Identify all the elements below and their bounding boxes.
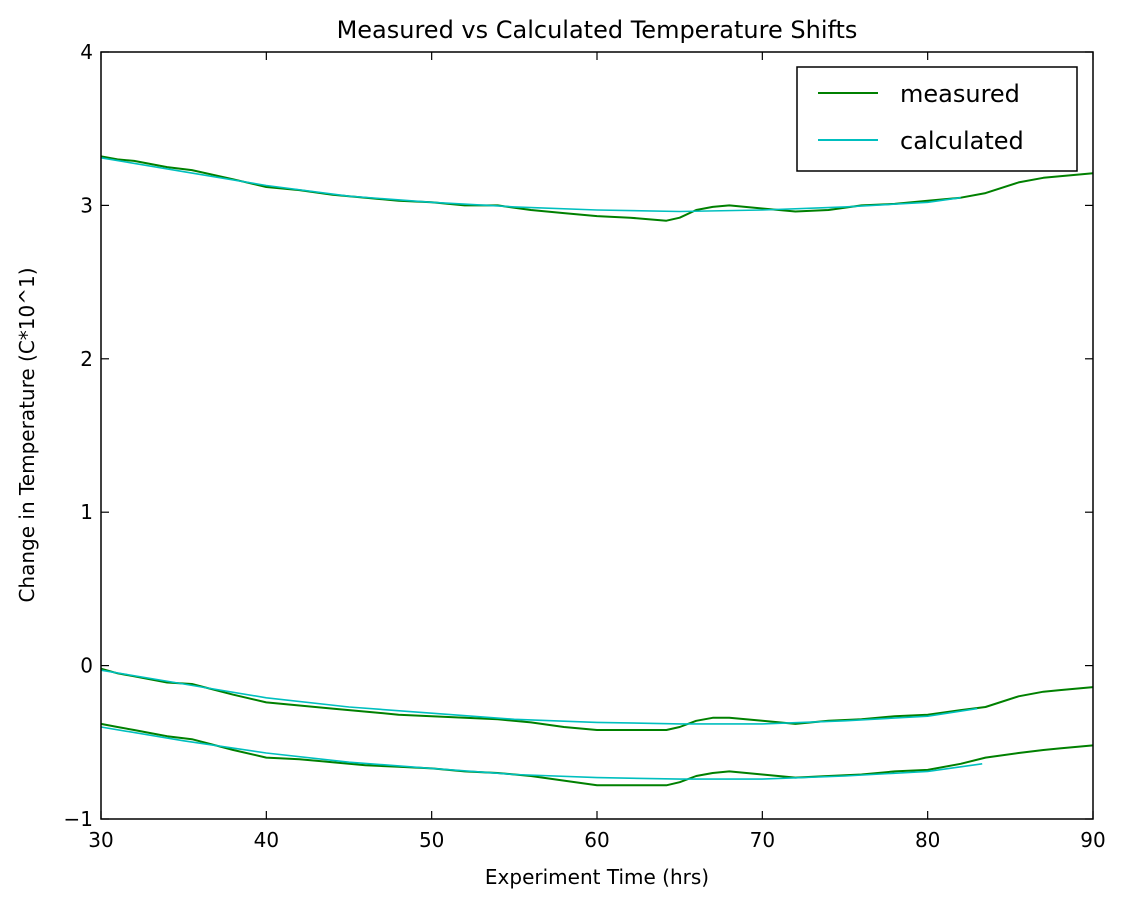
series-line-calculated-1 [100,157,961,213]
series-line-measured-3 [100,722,1094,787]
x-tick-label: 60 [584,828,609,852]
x-tick-label: 70 [750,828,775,852]
x-tick-label: 30 [88,828,113,852]
series-line-calculated-2 [100,669,978,725]
axis-ticks [100,51,1094,820]
legend-label-measured: measured [900,80,1020,108]
y-tick-label: 0 [80,654,93,678]
legend-box [796,66,1078,172]
series-line-measured-2 [100,667,1094,731]
legend-label-calculated: calculated [900,127,1024,155]
y-tick-label: 1 [80,500,93,524]
legend: measured calculated [796,66,1078,172]
y-tick-label: 4 [80,40,93,64]
series-lines [100,155,1094,787]
y-axis-title: Change in Temperature (C*10^1) [15,267,39,602]
series-line-measured-1 [100,155,1094,222]
x-tick-label: 50 [419,828,444,852]
x-tick-label: 40 [254,828,279,852]
y-tick-labels: −1 0 1 2 3 4 [64,40,93,831]
x-tick-labels: 30 40 50 60 70 80 90 [88,828,1105,852]
y-tick-label: −1 [64,807,93,831]
plot-area [100,51,1094,820]
y-tick-label: 3 [80,193,93,217]
series-line-calculated-3 [100,726,983,780]
x-tick-label: 80 [915,828,940,852]
x-axis-title: Experiment Time (hrs) [485,865,709,889]
x-tick-label: 90 [1080,828,1105,852]
chart-title: Measured vs Calculated Temperature Shift… [337,16,858,44]
plot-background [101,52,1093,819]
y-tick-label: 2 [80,347,93,371]
